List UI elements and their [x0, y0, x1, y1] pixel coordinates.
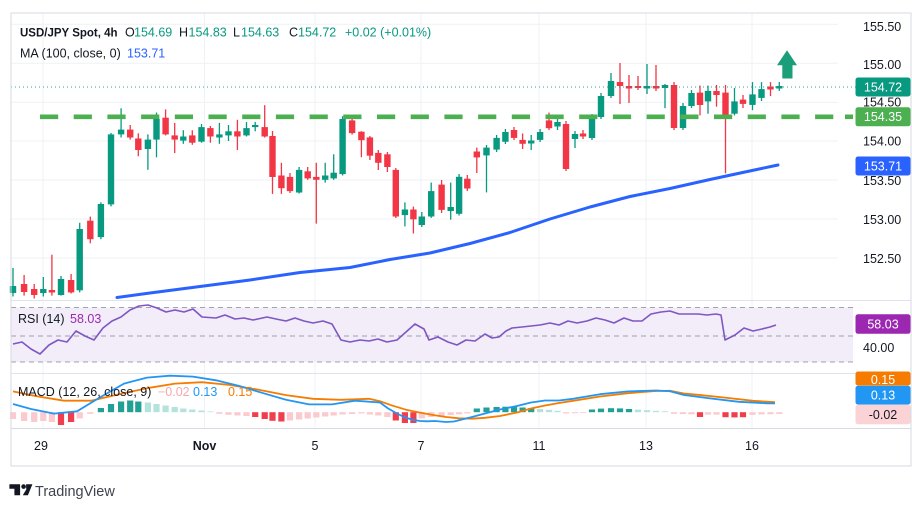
svg-text:MACD (12, 26, close, 9): MACD (12, 26, close, 9): [18, 385, 151, 399]
svg-text:155.50: 155.50: [863, 20, 901, 34]
svg-text:USD/JPY Spot, 4h: USD/JPY Spot, 4h: [20, 28, 118, 40]
svg-text:L: L: [233, 26, 240, 40]
svg-text:5: 5: [312, 439, 319, 453]
svg-text:154.63: 154.63: [241, 26, 279, 40]
svg-text:153.00: 153.00: [863, 213, 901, 227]
svg-text:13: 13: [639, 439, 653, 453]
svg-text:0.15: 0.15: [228, 385, 252, 399]
svg-text:RSI (14): RSI (14): [18, 312, 65, 326]
svg-text:153.71: 153.71: [864, 159, 902, 173]
svg-text:154.72: 154.72: [298, 26, 336, 40]
svg-text:0.15: 0.15: [871, 373, 895, 387]
svg-text:29: 29: [34, 439, 48, 453]
svg-text:58.03: 58.03: [70, 312, 101, 326]
svg-text:154.00: 154.00: [863, 134, 901, 148]
svg-text:−0.02: −0.02: [158, 385, 190, 399]
svg-text:7: 7: [418, 439, 425, 453]
svg-text:154.50: 154.50: [863, 96, 901, 110]
svg-text:C: C: [289, 26, 298, 40]
svg-text:58.03: 58.03: [867, 317, 898, 331]
svg-text:153.50: 153.50: [863, 174, 901, 188]
svg-text:+0.02 (+0.01%): +0.02 (+0.01%): [345, 26, 431, 40]
svg-text:H: H: [179, 26, 188, 40]
svg-text:155.00: 155.00: [863, 58, 901, 72]
svg-text:-0.02: -0.02: [869, 408, 898, 422]
svg-text:152.50: 152.50: [863, 252, 901, 266]
svg-text:16: 16: [745, 439, 759, 453]
svg-text:154.69: 154.69: [134, 26, 172, 40]
svg-text:0.13: 0.13: [193, 385, 217, 399]
svg-text:154.83: 154.83: [189, 26, 227, 40]
svg-text:11: 11: [533, 439, 546, 453]
svg-text:MA (100, close, 0) 153.71: MA (100, close, 0) 153.71: [20, 47, 165, 61]
svg-text:O: O: [125, 26, 135, 40]
svg-text:154.35: 154.35: [864, 110, 902, 124]
svg-text:154.72: 154.72: [864, 80, 902, 94]
svg-text:TradingView: TradingView: [35, 484, 115, 500]
svg-text:40.00: 40.00: [863, 341, 894, 355]
svg-text:0.13: 0.13: [871, 389, 895, 403]
svg-text:Nov: Nov: [193, 439, 217, 453]
